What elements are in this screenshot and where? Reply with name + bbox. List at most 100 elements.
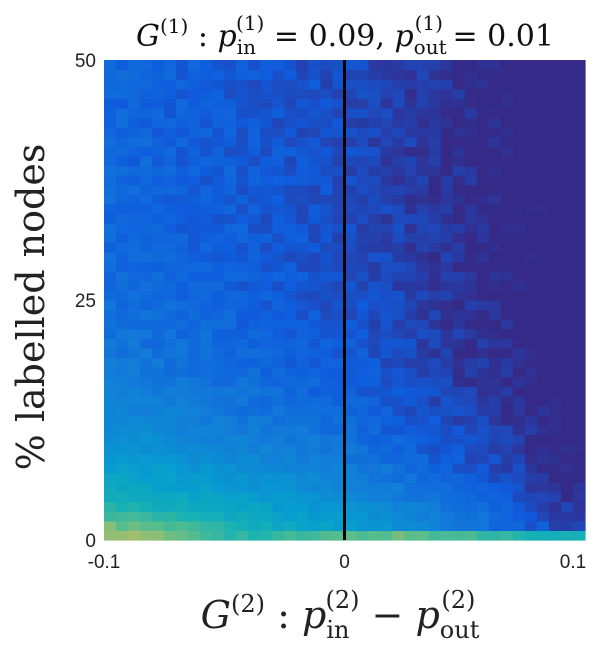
heatmap-cell xyxy=(416,424,430,435)
heatmap-cell xyxy=(116,396,129,407)
heatmap-cell xyxy=(224,530,237,541)
heatmap-cell xyxy=(416,156,430,167)
heatmap-cell xyxy=(344,175,358,186)
heatmap-cell xyxy=(548,309,562,320)
heatmap-cell xyxy=(500,146,514,157)
heatmap-cell xyxy=(452,367,466,378)
heatmap-cell xyxy=(524,252,538,263)
heatmap-cell xyxy=(548,136,562,147)
heatmap-cell xyxy=(464,146,478,157)
heatmap-cell xyxy=(308,280,322,291)
heatmap-cell xyxy=(332,492,346,503)
heatmap-cell xyxy=(416,117,430,128)
heatmap-cell xyxy=(404,405,418,416)
x-tick-label: 0.1 xyxy=(560,552,586,573)
heatmap-cell xyxy=(464,127,478,138)
heatmap-cell xyxy=(500,69,514,80)
heatmap-cell xyxy=(188,290,201,301)
heatmap-cell xyxy=(128,69,141,80)
heatmap-cell xyxy=(380,376,394,387)
heatmap-cell xyxy=(200,405,213,416)
heatmap-cell xyxy=(332,127,346,138)
heatmap-cell xyxy=(512,136,526,147)
heatmap-cell xyxy=(140,415,153,426)
heatmap-cell xyxy=(188,520,201,531)
heatmap-cell xyxy=(140,405,153,416)
heatmap-cell xyxy=(296,472,310,483)
heatmap-cell xyxy=(284,175,298,186)
heatmap-cell xyxy=(488,88,502,99)
heatmap-cell xyxy=(452,348,466,359)
heatmap-cell xyxy=(176,271,189,282)
heatmap-cell xyxy=(476,242,490,253)
heatmap-cell xyxy=(248,348,261,359)
heatmap-cell xyxy=(236,242,249,253)
heatmap-cell xyxy=(272,261,285,272)
heatmap-cell xyxy=(320,309,334,320)
heatmap-cell xyxy=(236,424,249,435)
heatmap-cell xyxy=(248,338,261,349)
heatmap-cell xyxy=(188,69,201,80)
heatmap-cell xyxy=(500,348,514,359)
heatmap-cell xyxy=(416,328,430,339)
heatmap-cell xyxy=(128,108,141,119)
heatmap-cell xyxy=(188,232,201,243)
heatmap-cell xyxy=(188,300,201,311)
heatmap-cell xyxy=(440,184,454,195)
heatmap-cell xyxy=(548,348,562,359)
heatmap-cell xyxy=(164,165,177,176)
heatmap-cell xyxy=(284,300,298,311)
heatmap-cell xyxy=(272,348,285,359)
heatmap-cell xyxy=(200,213,213,224)
heatmap-cell xyxy=(488,175,502,186)
heatmap-cell xyxy=(296,328,310,339)
heatmap-cell xyxy=(164,348,177,359)
heatmap-cell xyxy=(272,290,285,301)
heatmap-cell xyxy=(188,357,201,368)
heatmap-cell xyxy=(548,175,562,186)
heatmap-cell xyxy=(248,396,261,407)
heatmap-cell xyxy=(140,127,153,138)
heatmap-cell xyxy=(200,348,213,359)
heatmap-cell xyxy=(488,376,502,387)
heatmap-cell xyxy=(104,213,117,224)
heatmap-cell xyxy=(392,204,406,215)
heatmap-cell xyxy=(344,223,358,234)
heatmap-cell xyxy=(440,357,454,368)
heatmap-cell xyxy=(116,386,129,397)
heatmap-cell xyxy=(524,117,538,128)
heatmap-cell xyxy=(380,492,394,503)
heatmap-cell xyxy=(524,156,538,167)
heatmap-cell xyxy=(416,463,430,474)
heatmap-cell xyxy=(248,520,261,531)
heatmap-cell xyxy=(548,444,562,455)
heatmap-cell xyxy=(536,184,550,195)
heatmap-cell xyxy=(440,194,454,205)
heatmap-cell xyxy=(512,386,526,397)
heatmap-cell xyxy=(164,69,177,80)
heatmap-cell xyxy=(452,175,466,186)
heatmap-cell xyxy=(452,434,466,445)
heatmap-cell xyxy=(440,415,454,426)
heatmap-cell xyxy=(356,204,370,215)
heatmap-cell xyxy=(224,108,237,119)
heatmap-cell xyxy=(284,184,298,195)
heatmap-cell xyxy=(380,453,394,464)
heatmap-cell xyxy=(356,69,370,80)
heatmap-cell xyxy=(368,194,382,205)
heatmap-cell xyxy=(476,213,490,224)
heatmap-cell xyxy=(524,472,538,483)
heatmap-cell xyxy=(176,328,189,339)
heatmap-cell xyxy=(500,290,514,301)
heatmap-cell xyxy=(452,271,466,282)
heatmap-cell xyxy=(164,261,177,272)
heatmap-cell xyxy=(524,520,538,531)
heatmap-cell xyxy=(176,108,189,119)
heatmap-cell xyxy=(260,98,273,109)
heatmap-cell xyxy=(176,386,189,397)
heatmap-cell xyxy=(260,309,273,320)
heatmap-cell xyxy=(344,530,358,541)
heatmap-cell xyxy=(176,492,189,503)
heatmap-cell xyxy=(428,204,442,215)
heatmap-cell xyxy=(140,252,153,263)
